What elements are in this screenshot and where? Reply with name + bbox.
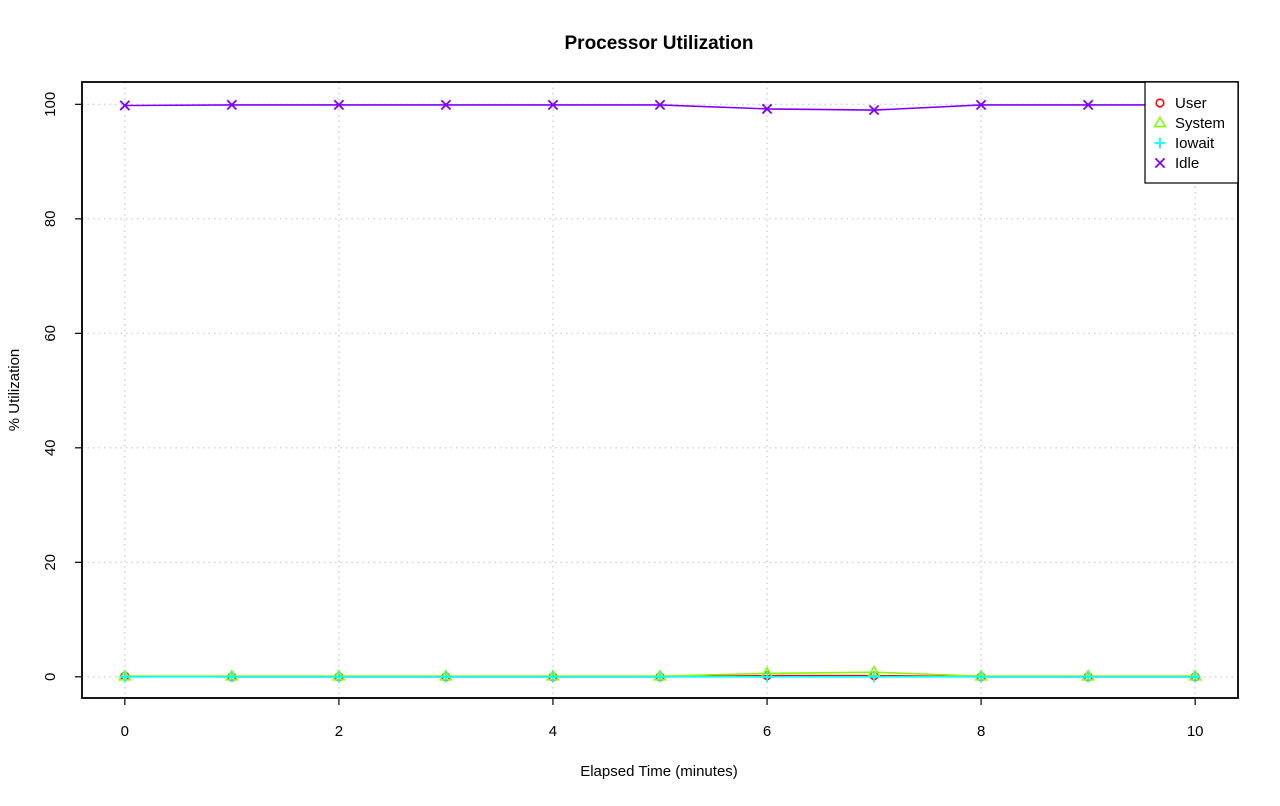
data-point-iowait: [654, 671, 666, 683]
x-tick-label: 8: [977, 723, 985, 740]
data-point-iowait: [1189, 671, 1201, 683]
legend-label-user: User: [1175, 95, 1207, 112]
data-point-iowait: [226, 671, 238, 683]
x-axis-label: Elapsed Time (minutes): [580, 763, 738, 780]
data-point-idle: [333, 99, 345, 111]
data-point-idle: [547, 99, 559, 111]
data-point-idle: [226, 99, 238, 111]
data-point-iowait: [975, 671, 987, 683]
plot-frame: [81, 81, 1239, 699]
legend-entries: User System Iowait Idle: [1153, 95, 1225, 172]
x-tick-label: 6: [763, 723, 771, 740]
data-point-iowait: [1082, 671, 1094, 683]
x-tick-label: 4: [549, 723, 557, 740]
data-point-iowait: [868, 671, 880, 683]
data-point-idle: [975, 99, 987, 111]
chart-title: Processor Utilization: [565, 33, 754, 54]
data-point-iowait: [761, 671, 773, 683]
data-point-idle: [440, 99, 452, 111]
series-layer: [118, 99, 1202, 683]
y-tick-label: 0: [42, 673, 59, 681]
legend-label-system: System: [1175, 115, 1225, 132]
x-tick-label: 2: [335, 723, 343, 740]
y-axis-label: % Utilization: [6, 349, 23, 432]
legend-marker-iowait: [1154, 137, 1166, 149]
data-point-idle: [761, 103, 773, 115]
x-tick-label: 10: [1187, 723, 1204, 740]
y-tick-label: 80: [42, 210, 59, 227]
legend-marker-system: [1153, 115, 1167, 128]
data-point-iowait: [119, 671, 131, 683]
y-tick-label: 60: [42, 325, 59, 342]
y-tick-label: 20: [42, 554, 59, 571]
data-point-iowait: [547, 671, 559, 683]
legend-marker-user: [1155, 98, 1165, 108]
y-tick-label: 100: [42, 92, 59, 117]
legend-label-idle: Idle: [1175, 155, 1199, 172]
data-point-iowait: [333, 671, 345, 683]
legend-label-iowait: Iowait: [1175, 135, 1215, 152]
series-iowait: [119, 671, 1201, 683]
data-point-idle: [119, 100, 131, 111]
grid-layer: [82, 82, 1238, 698]
legend: User System Iowait Idle: [1144, 81, 1239, 184]
x-tick-label: 0: [121, 723, 129, 740]
data-point-idle: [1082, 99, 1094, 111]
data-point-idle: [654, 99, 666, 111]
legend-marker-idle: [1154, 157, 1166, 169]
data-point-idle: [868, 104, 880, 116]
data-point-iowait: [440, 671, 452, 683]
y-tick-label: 40: [42, 439, 59, 456]
series-idle: [119, 99, 1201, 116]
